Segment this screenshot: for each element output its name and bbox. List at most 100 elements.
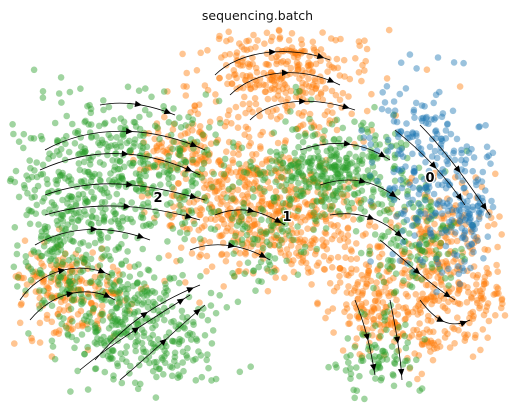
data-point-2 (169, 364, 176, 371)
data-point-2 (279, 228, 286, 235)
data-point-1 (321, 229, 329, 236)
data-point-0 (409, 150, 416, 158)
data-point-1 (441, 233, 449, 240)
data-point-2 (67, 284, 74, 292)
data-point-2 (27, 134, 35, 142)
data-point-1 (251, 251, 259, 259)
data-point-2 (45, 155, 52, 162)
data-point-2 (174, 145, 182, 152)
data-point-2 (437, 225, 445, 233)
data-point-2 (108, 271, 116, 279)
data-point-1 (252, 64, 260, 72)
data-point-1 (358, 300, 365, 308)
data-point-2 (188, 209, 196, 216)
data-point-1 (472, 331, 479, 339)
data-point-1 (191, 102, 198, 110)
data-point-2 (328, 120, 336, 128)
data-point-1 (324, 308, 332, 315)
data-point-1 (170, 203, 177, 210)
data-point-1 (183, 225, 191, 233)
data-point-0 (374, 177, 381, 185)
data-point-1 (498, 296, 506, 304)
data-point-2 (278, 225, 285, 233)
data-point-0 (428, 116, 435, 123)
data-point-1 (321, 111, 329, 119)
data-point-2 (81, 255, 89, 263)
data-point-0 (457, 201, 465, 209)
data-point-2 (195, 348, 202, 355)
data-point-2 (326, 164, 334, 171)
data-point-1 (447, 271, 454, 278)
data-point-1 (304, 188, 311, 195)
data-point-2 (347, 160, 354, 168)
data-point-1 (457, 281, 464, 288)
data-point-1 (73, 259, 80, 267)
data-point-0 (411, 114, 418, 121)
data-point-2 (314, 184, 322, 191)
data-point-1 (189, 151, 196, 159)
data-point-1 (69, 277, 76, 285)
data-point-1 (359, 290, 366, 297)
data-point-2 (266, 252, 273, 260)
data-point-2 (92, 324, 100, 331)
data-point-2 (250, 267, 257, 274)
data-point-1 (268, 75, 275, 83)
data-point-1 (277, 59, 285, 66)
data-point-2 (220, 162, 228, 169)
data-point-2 (408, 283, 416, 291)
data-point-2 (139, 187, 147, 195)
data-point-2 (430, 233, 438, 240)
data-point-2 (181, 325, 188, 332)
data-point-1 (365, 262, 373, 270)
data-point-2 (314, 182, 322, 190)
data-point-2 (151, 344, 158, 351)
data-point-2 (150, 306, 157, 314)
data-point-2 (437, 239, 445, 247)
data-point-2 (99, 271, 106, 279)
data-point-2 (298, 192, 305, 200)
data-point-1 (401, 316, 409, 323)
data-point-1 (281, 81, 289, 88)
data-point-1 (295, 205, 303, 213)
data-point-2 (441, 275, 449, 282)
data-point-2 (272, 178, 279, 186)
data-point-1 (272, 210, 280, 218)
data-point-0 (366, 134, 373, 142)
arrowhead (269, 48, 277, 56)
data-point-1 (418, 276, 426, 284)
data-point-1 (399, 258, 407, 265)
data-point-1 (79, 322, 86, 330)
data-point-2 (223, 194, 231, 201)
data-point-1 (88, 279, 95, 287)
data-point-2 (119, 355, 126, 363)
data-point-2 (349, 176, 357, 183)
data-point-2 (108, 322, 116, 329)
data-point-1 (247, 85, 255, 92)
data-point-2 (361, 395, 368, 403)
data-point-1 (370, 315, 377, 323)
data-point-2 (152, 322, 159, 329)
data-point-2 (108, 308, 115, 316)
data-point-0 (391, 107, 399, 114)
data-point-1 (242, 268, 250, 275)
data-point-0 (415, 190, 423, 198)
data-point-1 (155, 140, 163, 148)
data-point-2 (392, 270, 400, 278)
data-point-2 (86, 279, 94, 286)
data-point-2 (401, 203, 408, 211)
data-point-0 (424, 188, 431, 195)
data-point-1 (54, 262, 61, 270)
data-point-2 (31, 167, 38, 174)
data-point-1 (284, 58, 292, 65)
data-point-1 (251, 231, 259, 238)
data-point-2 (35, 249, 42, 256)
data-point-2 (322, 225, 330, 232)
data-point-2 (142, 348, 150, 356)
data-point-1 (375, 312, 383, 320)
data-point-2 (114, 316, 122, 323)
data-point-1 (358, 352, 366, 360)
data-point-0 (402, 85, 410, 92)
data-point-1 (479, 326, 487, 333)
data-point-0 (472, 178, 480, 185)
data-point-0 (485, 152, 493, 159)
